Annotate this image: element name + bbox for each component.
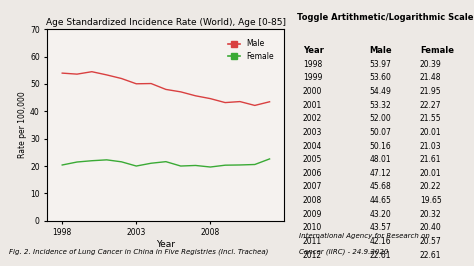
X-axis label: Year: Year bbox=[156, 240, 175, 249]
Text: 2002: 2002 bbox=[303, 114, 322, 123]
Text: Year: Year bbox=[303, 46, 324, 55]
Y-axis label: Rate per 100,000: Rate per 100,000 bbox=[18, 92, 27, 158]
Text: 21.55: 21.55 bbox=[420, 114, 442, 123]
Text: 53.97: 53.97 bbox=[370, 60, 392, 69]
Text: 2006: 2006 bbox=[303, 169, 322, 178]
Text: 54.49: 54.49 bbox=[370, 87, 392, 96]
Text: 2009: 2009 bbox=[303, 210, 322, 219]
Text: 22.61: 22.61 bbox=[370, 251, 391, 260]
Text: 43.20: 43.20 bbox=[370, 210, 391, 219]
Text: 21.61: 21.61 bbox=[420, 155, 441, 164]
Text: 44.65: 44.65 bbox=[370, 196, 392, 205]
Text: 20.57: 20.57 bbox=[420, 237, 442, 246]
Text: 50.16: 50.16 bbox=[370, 142, 391, 151]
Text: 20.01: 20.01 bbox=[420, 128, 442, 137]
Text: 52.00: 52.00 bbox=[370, 114, 391, 123]
Text: 43.57: 43.57 bbox=[370, 223, 392, 232]
Text: 2008: 2008 bbox=[303, 196, 322, 205]
Text: 45.68: 45.68 bbox=[370, 182, 391, 192]
Text: International Agency for Research on: International Agency for Research on bbox=[299, 233, 429, 239]
Text: 2005: 2005 bbox=[303, 155, 322, 164]
Text: 20.32: 20.32 bbox=[420, 210, 442, 219]
Text: 50.07: 50.07 bbox=[370, 128, 392, 137]
Text: 19.65: 19.65 bbox=[420, 196, 442, 205]
Text: 53.60: 53.60 bbox=[370, 73, 392, 82]
Text: 2000: 2000 bbox=[303, 87, 322, 96]
Text: 48.01: 48.01 bbox=[370, 155, 391, 164]
Text: Toggle Artithmetic/Logarithmic Scale: Toggle Artithmetic/Logarithmic Scale bbox=[298, 13, 474, 22]
Text: 20.01: 20.01 bbox=[420, 169, 442, 178]
Text: 2012: 2012 bbox=[303, 251, 322, 260]
Text: Female: Female bbox=[420, 46, 454, 55]
Text: 1998: 1998 bbox=[303, 60, 322, 69]
Text: 22.27: 22.27 bbox=[420, 101, 441, 110]
Text: 2007: 2007 bbox=[303, 182, 322, 192]
Text: 53.32: 53.32 bbox=[370, 101, 391, 110]
Text: 21.95: 21.95 bbox=[420, 87, 442, 96]
Text: 22.61: 22.61 bbox=[420, 251, 441, 260]
Text: 2004: 2004 bbox=[303, 142, 322, 151]
Text: 21.48: 21.48 bbox=[420, 73, 441, 82]
Text: Male: Male bbox=[370, 46, 392, 55]
Text: 2011: 2011 bbox=[303, 237, 322, 246]
Text: 2003: 2003 bbox=[303, 128, 322, 137]
Title: Age Standardized Incidence Rate (World), Age [0-85]: Age Standardized Incidence Rate (World),… bbox=[46, 18, 286, 27]
Text: 42.16: 42.16 bbox=[370, 237, 391, 246]
Text: 20.40: 20.40 bbox=[420, 223, 442, 232]
Text: 2010: 2010 bbox=[303, 223, 322, 232]
Text: 47.12: 47.12 bbox=[370, 169, 391, 178]
Text: 1999: 1999 bbox=[303, 73, 322, 82]
Text: 21.03: 21.03 bbox=[420, 142, 442, 151]
Legend: Male, Female: Male, Female bbox=[226, 37, 276, 63]
Text: Cancer (IIRC) - 24.9.2020: Cancer (IIRC) - 24.9.2020 bbox=[299, 249, 388, 255]
Text: 20.39: 20.39 bbox=[420, 60, 442, 69]
Text: 20.22: 20.22 bbox=[420, 182, 441, 192]
Text: Fig. 2. Incidence of Lung Cancer in China in Five Registries (Incl. Trachea): Fig. 2. Incidence of Lung Cancer in Chin… bbox=[9, 249, 269, 255]
Text: 2001: 2001 bbox=[303, 101, 322, 110]
